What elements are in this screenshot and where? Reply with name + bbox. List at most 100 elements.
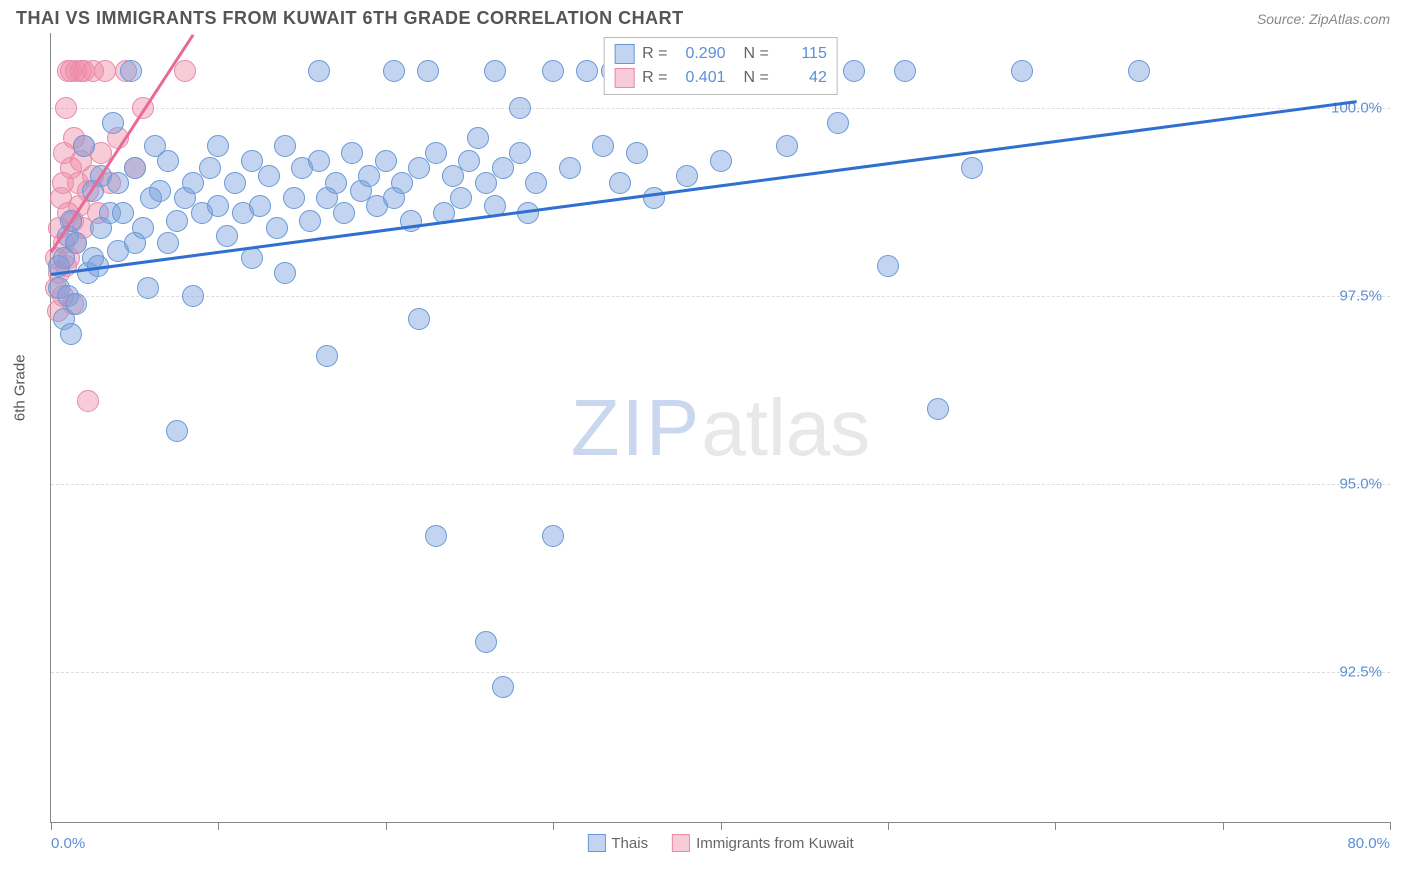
scatter-point-thai: [425, 142, 447, 164]
gridline: [51, 672, 1390, 673]
scatter-point-thai: [73, 135, 95, 157]
bottom-legend: Thais Immigrants from Kuwait: [587, 834, 853, 852]
scatter-point-thai: [316, 345, 338, 367]
legend-item: Immigrants from Kuwait: [672, 834, 854, 852]
scatter-point-thai: [492, 676, 514, 698]
scatter-point-thai: [408, 308, 430, 330]
scatter-point-thai: [1128, 60, 1150, 82]
scatter-point-thai: [894, 60, 916, 82]
scatter-point-thai: [274, 135, 296, 157]
scatter-point-thai: [308, 150, 330, 172]
scatter-point-thai: [1011, 60, 1033, 82]
scatter-point-kuwait: [174, 60, 196, 82]
scatter-point-thai: [542, 60, 564, 82]
scatter-point-thai: [132, 217, 154, 239]
scatter-point-thai: [425, 525, 447, 547]
scatter-point-thai: [166, 210, 188, 232]
scatter-point-thai: [710, 150, 732, 172]
legend-swatch: [672, 834, 690, 852]
scatter-point-thai: [249, 195, 271, 217]
scatter-point-thai: [417, 60, 439, 82]
scatter-point-thai: [592, 135, 614, 157]
scatter-point-thai: [266, 217, 288, 239]
stats-r-value: 0.401: [676, 69, 726, 87]
scatter-point-thai: [961, 157, 983, 179]
scatter-point-thai: [124, 157, 146, 179]
scatter-point-thai: [542, 525, 564, 547]
scatter-point-thai: [609, 172, 631, 194]
stats-r-value: 0.290: [676, 45, 726, 63]
scatter-point-thai: [576, 60, 598, 82]
legend-label: Immigrants from Kuwait: [696, 835, 854, 852]
chart-plot-area: 92.5%95.0%97.5%100.0% ZIPatlas R =0.290N…: [50, 33, 1390, 823]
x-tick: [553, 822, 554, 830]
stats-n-label: N =: [744, 45, 769, 63]
stats-legend-box: R = 0.290 N = 115 R = 0.401 N = 42: [603, 37, 838, 95]
scatter-point-thai: [626, 142, 648, 164]
gridline: [51, 108, 1390, 109]
x-tick: [1223, 822, 1224, 830]
scatter-point-thai: [927, 398, 949, 420]
x-tick: [218, 822, 219, 830]
x-tick: [721, 822, 722, 830]
legend-item: Thais: [587, 834, 648, 852]
stats-swatch: [614, 44, 634, 64]
scatter-point-thai: [216, 225, 238, 247]
scatter-point-thai: [383, 60, 405, 82]
scatter-point-thai: [509, 97, 531, 119]
scatter-point-thai: [475, 631, 497, 653]
scatter-point-thai: [308, 60, 330, 82]
scatter-point-thai: [375, 150, 397, 172]
scatter-point-thai: [199, 157, 221, 179]
scatter-point-thai: [843, 60, 865, 82]
gridline: [51, 484, 1390, 485]
scatter-point-thai: [157, 150, 179, 172]
stats-r-label: R =: [642, 69, 667, 87]
scatter-point-thai: [458, 150, 480, 172]
legend-label: Thais: [611, 835, 648, 852]
x-axis-min-label: 0.0%: [51, 835, 85, 852]
scatter-point-thai: [157, 232, 179, 254]
scatter-point-thai: [467, 127, 489, 149]
trendline-thai: [51, 101, 1357, 277]
gridline: [51, 296, 1390, 297]
chart-title: THAI VS IMMIGRANTS FROM KUWAIT 6TH GRADE…: [16, 8, 684, 29]
scatter-point-thai: [274, 262, 296, 284]
stats-n-value: 115: [777, 45, 827, 63]
scatter-point-thai: [299, 210, 321, 232]
stats-row: R =0.290N =115: [614, 42, 827, 66]
scatter-point-thai: [559, 157, 581, 179]
legend-swatch: [587, 834, 605, 852]
x-tick: [1390, 822, 1391, 830]
scatter-point-thai: [102, 112, 124, 134]
scatter-point-thai: [450, 187, 472, 209]
y-tick-label: 95.0%: [1339, 475, 1382, 492]
y-tick-label: 92.5%: [1339, 663, 1382, 680]
scatter-point-thai: [325, 172, 347, 194]
x-tick: [888, 822, 889, 830]
stats-n-label: N =: [744, 69, 769, 87]
x-tick: [386, 822, 387, 830]
stats-row: R = 0.401 N = 42: [614, 66, 827, 90]
scatter-point-thai: [258, 165, 280, 187]
scatter-point-thai: [65, 293, 87, 315]
stats-n-value: 42: [777, 69, 827, 87]
scatter-point-thai: [182, 285, 204, 307]
scatter-point-kuwait: [55, 97, 77, 119]
scatter-point-thai: [112, 202, 134, 224]
scatter-point-thai: [241, 247, 263, 269]
scatter-point-kuwait: [94, 60, 116, 82]
y-axis-title: 6th Grade: [12, 354, 29, 421]
scatter-point-thai: [60, 323, 82, 345]
scatter-point-thai: [149, 180, 171, 202]
scatter-point-thai: [207, 135, 229, 157]
scatter-point-thai: [827, 112, 849, 134]
scatter-point-thai: [166, 420, 188, 442]
scatter-point-thai: [283, 187, 305, 209]
scatter-point-thai: [676, 165, 698, 187]
scatter-point-thai: [643, 187, 665, 209]
x-axis-max-label: 80.0%: [1347, 835, 1390, 852]
scatter-point-thai: [484, 60, 506, 82]
source-attribution: Source: ZipAtlas.com: [1257, 11, 1390, 27]
scatter-point-thai: [509, 142, 531, 164]
